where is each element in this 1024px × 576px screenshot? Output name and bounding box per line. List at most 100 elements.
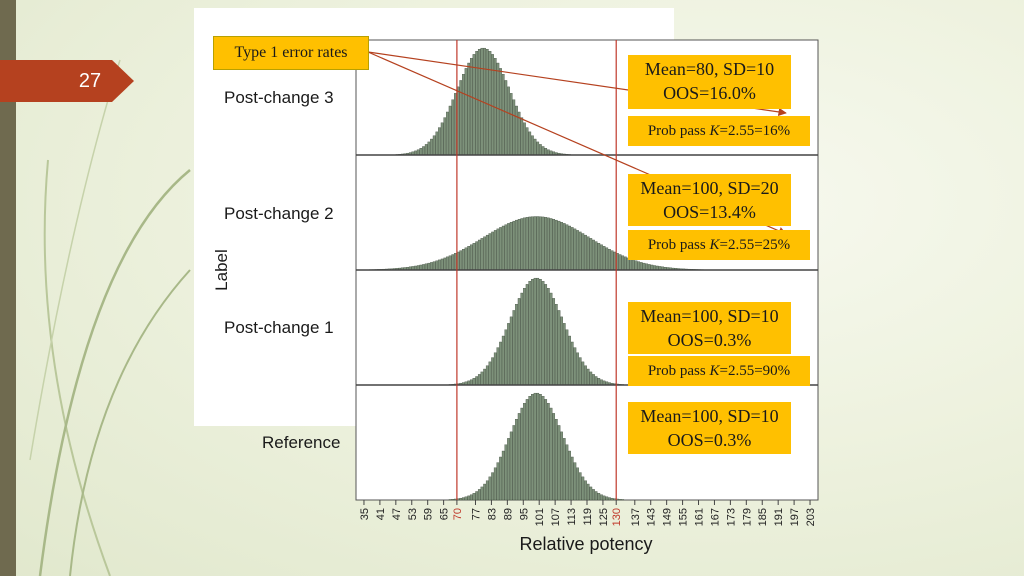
x-tick-label: 125 <box>598 508 610 526</box>
histogram-bar <box>496 347 500 386</box>
histogram-bar <box>493 352 497 386</box>
histogram-bar <box>536 277 540 386</box>
histogram-bar <box>448 255 452 271</box>
histogram-bar <box>546 403 550 501</box>
histogram-bar <box>501 450 505 501</box>
histogram-bar <box>477 374 481 386</box>
histogram-bar <box>554 419 558 501</box>
histogram-bar <box>472 493 476 501</box>
histogram-bar <box>483 368 486 386</box>
histogram-bar <box>515 105 518 156</box>
histogram-bar <box>592 239 595 271</box>
x-tick-label: 143 <box>646 508 658 526</box>
histogram-bar <box>565 444 569 501</box>
histogram-bar <box>520 117 524 156</box>
histogram-bar <box>631 259 635 271</box>
histogram-bar <box>488 233 492 271</box>
histogram-bar <box>472 242 476 271</box>
histogram-bar <box>525 127 529 156</box>
x-tick-label: 70 <box>452 508 464 520</box>
histogram-bar <box>557 425 561 501</box>
histogram-bar <box>488 51 492 156</box>
histogram-bar <box>493 230 497 271</box>
histogram-bar <box>533 216 537 271</box>
histogram-bar <box>464 247 468 271</box>
histogram-bar <box>597 242 601 271</box>
callout-line: OOS=0.3% <box>667 330 752 350</box>
histogram-bar <box>443 257 447 271</box>
histogram-bar <box>430 262 433 271</box>
histogram-bar <box>541 396 545 501</box>
histogram-bar <box>637 261 640 271</box>
histogram-bar <box>480 486 484 501</box>
histogram-bar <box>525 217 529 271</box>
histogram-bar <box>613 251 617 271</box>
histogram-bar <box>493 467 497 501</box>
histogram-bar <box>480 371 484 386</box>
callout-line: Mean=100, SD=20 <box>640 178 779 198</box>
histogram-bar <box>515 219 518 271</box>
histogram-bar <box>605 496 609 501</box>
histogram-bar <box>515 419 518 501</box>
histogram-bar <box>512 425 516 501</box>
histogram-bar <box>634 260 638 271</box>
prob-suffix: =2.55=90% <box>719 363 791 379</box>
callout-line: Mean=100, SD=10 <box>640 406 779 426</box>
histogram-bar <box>462 249 465 271</box>
row-label-post-change-1: Post-change 1 <box>224 318 334 337</box>
left-accent-bar <box>0 0 16 576</box>
x-tick-label: 47 <box>391 508 403 520</box>
histogram-bar <box>424 263 428 271</box>
histogram-bar <box>562 323 566 386</box>
histogram-bar <box>427 141 431 156</box>
x-tick-label: 59 <box>423 508 435 520</box>
row-label-post-change-2: Post-change 2 <box>224 204 334 223</box>
histogram-bar <box>647 264 651 271</box>
histogram-bar <box>602 246 606 271</box>
histogram-bar <box>565 224 569 271</box>
histogram-bar <box>501 335 505 386</box>
histogram-bar <box>546 288 550 386</box>
histogram-bar <box>554 219 558 271</box>
histogram-bar <box>581 233 585 271</box>
histogram-bar <box>525 284 529 386</box>
histogram-bar <box>451 99 455 156</box>
histogram-bar <box>515 304 518 386</box>
callout-line: OOS=16.0% <box>663 83 756 103</box>
histogram-bar <box>533 277 537 386</box>
histogram-bar <box>544 217 548 271</box>
histogram-bar <box>523 217 526 271</box>
histogram-bar <box>531 216 534 271</box>
histogram-bar <box>517 413 521 501</box>
x-tick-label: 101 <box>534 508 546 526</box>
histogram-bar <box>618 254 622 271</box>
x-tick-label: 53 <box>407 508 419 520</box>
histogram-bar <box>491 472 494 501</box>
histogram-bar <box>605 247 609 271</box>
histogram-bar <box>562 438 566 501</box>
x-tick-label: 149 <box>662 508 674 526</box>
histogram-bar <box>639 262 643 271</box>
x-tick-label: 130 <box>611 508 623 526</box>
slide-number-tab <box>0 60 134 102</box>
histogram-bar <box>454 498 457 501</box>
histogram-bar <box>440 122 444 156</box>
decorative-leaf-lines <box>29 59 191 576</box>
histogram-bar <box>451 499 455 501</box>
histogram-bar <box>528 131 532 156</box>
histogram-bar <box>483 47 486 156</box>
histogram-bar <box>592 374 595 386</box>
histogram-bar <box>560 431 563 501</box>
histogram-bar <box>504 224 508 271</box>
x-tick-label: 65 <box>439 508 451 520</box>
histogram-bar <box>454 253 457 271</box>
histogram-bar <box>451 254 455 271</box>
histogram-bar <box>459 250 463 271</box>
histogram-bar <box>430 138 433 156</box>
prob-prefix: Prob pass <box>647 363 710 379</box>
histogram-bar <box>531 279 534 386</box>
histogram-bar <box>499 68 502 156</box>
histogram-bar <box>608 497 611 501</box>
histogram-bar <box>562 223 566 271</box>
histogram-bar <box>462 74 465 156</box>
